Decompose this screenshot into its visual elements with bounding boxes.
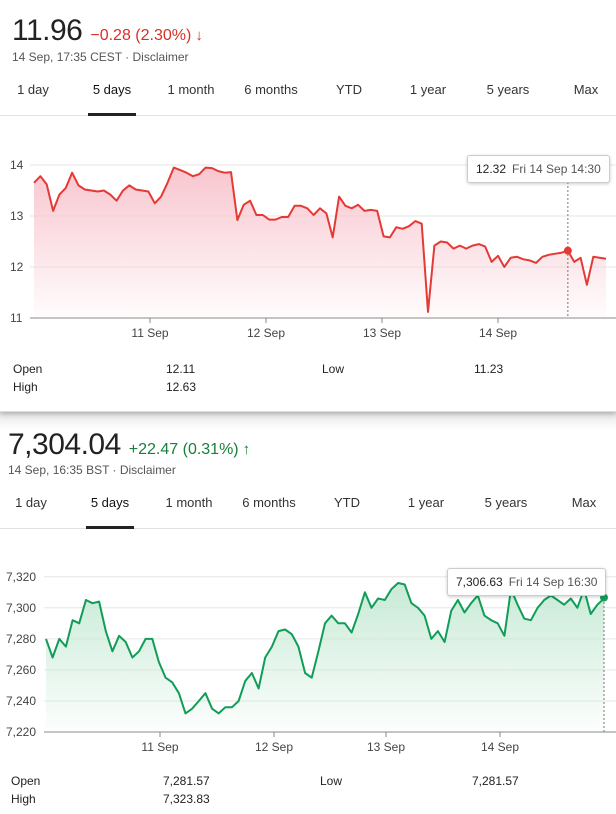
price-chart-1[interactable]: 14 13 12 11 11 Sep 12 Sep 13 Sep 14 Sep [0, 150, 616, 350]
arrow-up-icon: ↑ [242, 441, 251, 458]
chart-tooltip: 7,306.63 Fri 14 Sep 16:30 [447, 568, 607, 596]
y-tick-label: 11 [10, 311, 23, 325]
card-shadow-divider [0, 412, 616, 430]
chart-tooltip: 12.32 Fri 14 Sep 14:30 [467, 155, 610, 183]
price-change: −0.28 (2.30%) [90, 27, 192, 44]
open-value: 12.11 [166, 362, 196, 376]
x-tick-label: 14 Sep [481, 740, 519, 754]
open-label: Open [13, 362, 43, 376]
x-tick-label: 11 Sep [131, 326, 168, 340]
current-price: 11.96 [12, 14, 83, 47]
chart-svg-2[interactable]: 7,320 7,300 7,280 7,260 7,240 7,220 11 Sep 12 S… [0, 562, 616, 762]
tab-1-year[interactable]: 1 year [409, 82, 447, 97]
current-price: 7,304.04 [8, 428, 121, 461]
y-tick-label: 13 [10, 209, 24, 223]
hover-dot [563, 246, 572, 255]
open-value: 7,281.57 [163, 774, 210, 788]
tab-5-days[interactable]: 5 days [86, 485, 134, 529]
tooltip-value: 12.32 [476, 162, 507, 176]
x-tick-label: 11 Sep [141, 740, 178, 754]
x-tick-label: 14 Sep [479, 326, 517, 340]
low-value: 11.23 [474, 362, 504, 376]
stock-card-2: 7,304.04 +22.47 (0.31%) ↑ 14 Sep, 16:35 … [0, 412, 616, 814]
price-area [46, 583, 604, 732]
y-tick-label: 7,280 [6, 632, 36, 646]
x-tick-label: 13 Sep [363, 326, 401, 340]
tab-6-months[interactable]: 6 months [242, 495, 296, 510]
y-tick-label: 7,220 [6, 725, 36, 739]
stock-card-1: 11.96 −0.28 (2.30%) ↓ 14 Sep, 17:35 CEST… [0, 14, 616, 412]
y-tick-label: 7,260 [6, 663, 36, 677]
high-label: High [13, 380, 38, 394]
timestamp-disclaimer[interactable]: 14 Sep, 17:35 CEST · Disclaimer [12, 50, 189, 64]
price-line-1: 11.96 −0.28 (2.30%) ↓ [12, 14, 203, 48]
y-tick-label: 7,300 [6, 601, 36, 615]
price-area [34, 167, 606, 318]
x-tick-label: 13 Sep [367, 740, 405, 754]
y-tick-label: 7,320 [6, 570, 36, 584]
range-tabs: 1 day 5 days 1 month 6 months YTD 1 year… [0, 72, 616, 116]
high-label: High [11, 792, 36, 806]
tab-max[interactable]: Max [571, 495, 597, 510]
low-label: Low [320, 774, 343, 788]
low-value: 7,281.57 [472, 774, 519, 788]
tooltip-date: Fri 14 Sep 14:30 [512, 162, 601, 176]
tab-max[interactable]: Max [573, 82, 599, 97]
arrow-down-icon: ↓ [195, 27, 203, 44]
tab-5-years[interactable]: 5 years [486, 82, 530, 97]
tab-1-day[interactable]: 1 day [17, 82, 49, 97]
x-tick-label: 12 Sep [247, 326, 285, 340]
tab-1-month[interactable]: 1 month [167, 82, 215, 97]
stats-table-2: Open 7,281.57 High 7,323.83 Low 7,281.57 [0, 774, 616, 814]
open-label: Open [11, 774, 41, 788]
tab-6-months[interactable]: 6 months [244, 82, 298, 97]
price-change: +22.47 (0.31%) [128, 441, 239, 458]
tab-1-year[interactable]: 1 year [407, 495, 445, 510]
tab-ytd[interactable]: YTD [334, 495, 360, 510]
tab-ytd[interactable]: YTD [336, 82, 362, 97]
tab-5-years[interactable]: 5 years [484, 495, 528, 510]
high-value: 7,323.83 [163, 792, 210, 806]
tab-1-day[interactable]: 1 day [15, 495, 47, 510]
high-value: 12.63 [166, 380, 197, 394]
range-tabs: 1 day 5 days 1 month 6 months YTD 1 year… [0, 485, 616, 529]
price-line-2: 7,304.04 +22.47 (0.31%) ↑ [8, 428, 250, 462]
y-tick-label: 14 [10, 158, 24, 172]
low-label: Low [322, 362, 345, 376]
tab-1-month[interactable]: 1 month [165, 495, 213, 510]
x-tick-label: 12 Sep [255, 740, 293, 754]
tooltip-date: Fri 14 Sep 16:30 [508, 575, 598, 589]
tooltip-value: 7,306.63 [456, 575, 503, 589]
price-chart-2[interactable]: 7,320 7,300 7,280 7,260 7,240 7,220 11 Sep 12 S… [0, 562, 616, 762]
y-tick-label: 7,240 [6, 694, 36, 708]
y-tick-label: 12 [10, 260, 24, 274]
chart-svg-1[interactable]: 14 13 12 11 11 Sep 12 Sep 13 Sep 14 Sep [0, 150, 616, 350]
price-line [33, 166, 607, 313]
tab-5-days[interactable]: 5 days [88, 72, 136, 116]
timestamp-disclaimer[interactable]: 14 Sep, 16:35 BST · Disclaimer [8, 463, 176, 477]
stats-table-1: Open 12.11 High 12.63 Low 11.23 [0, 362, 616, 402]
